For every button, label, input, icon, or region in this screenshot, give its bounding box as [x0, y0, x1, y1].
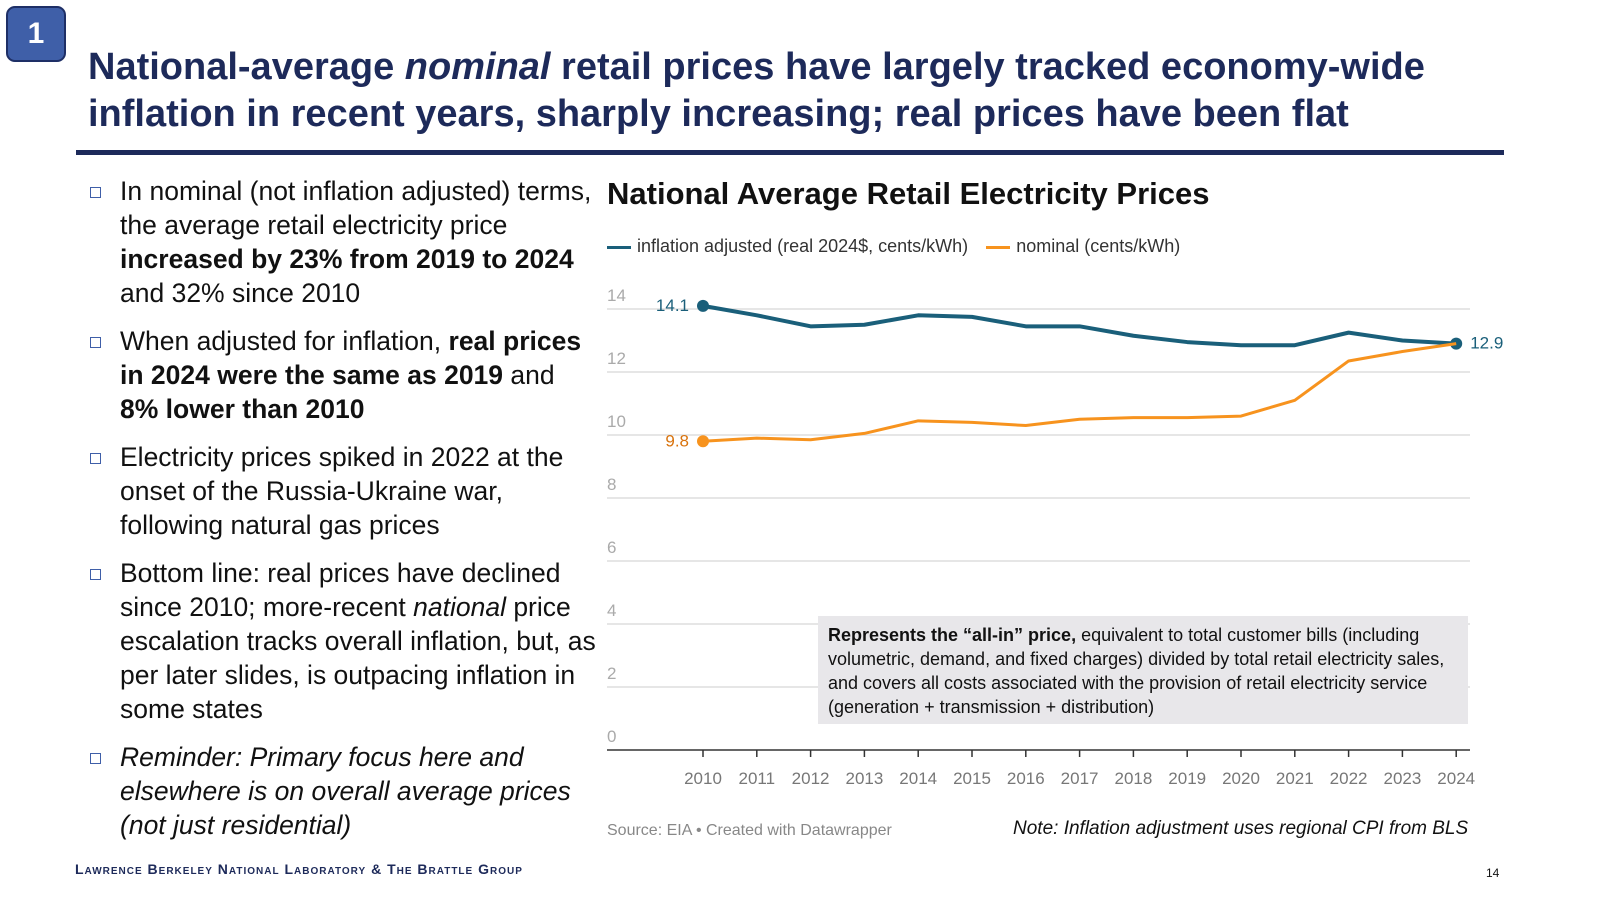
legend-item-real: inflation adjusted (real 2024$, cents/kW… [607, 236, 968, 257]
bullet-list: In nominal (not inflation adjusted) term… [88, 174, 598, 856]
bullet-text-run: Electricity prices spiked in 2022 at the… [120, 442, 564, 540]
bullet-text: When adjusted for inflation, real prices… [120, 324, 598, 426]
x-tick-label: 2015 [953, 769, 991, 788]
square-bullet-icon [90, 753, 101, 764]
bullet-item: Electricity prices spiked in 2022 at the… [88, 440, 598, 542]
title-part: National-average [88, 46, 405, 88]
x-tick-label: 2017 [1061, 769, 1099, 788]
chart-source: Source: EIA • Created with Datawrapper [607, 822, 892, 839]
bullet-text-run: real prices in 2024 were the same as 201… [120, 326, 582, 390]
start-value-label: 9.8 [665, 431, 689, 450]
y-tick-label: 8 [607, 475, 616, 494]
bullet-text-run: increased by 23% from 2019 to 2024 [120, 244, 574, 274]
y-tick-label: 10 [607, 412, 626, 431]
chart-annotation: Represents the “all-in” price, equivalen… [818, 616, 1468, 724]
x-tick-label: 2018 [1114, 769, 1152, 788]
legend-swatch [986, 245, 1011, 249]
bullet-text-run: national [413, 592, 506, 622]
chart-legend: inflation adjusted (real 2024$, cents/kW… [607, 236, 1180, 257]
x-tick-label: 2012 [792, 769, 830, 788]
data-point-start [697, 299, 709, 312]
bullet-text-run: Reminder: Primary focus here and elsewhe… [120, 742, 571, 840]
real-price-line [702, 303, 1457, 348]
slide-number-badge: 1 [6, 6, 66, 62]
x-tick-label: 2021 [1276, 769, 1314, 788]
title-divider [76, 150, 1504, 155]
x-tick-label: 2020 [1222, 769, 1260, 788]
bullet-text-run: and [503, 360, 555, 390]
inflation-note: Note: Inflation adjustment uses regional… [1013, 818, 1469, 839]
start-value-label: 14.1 [656, 296, 689, 315]
bullet-text: Reminder: Primary focus here and elsewhe… [120, 740, 598, 842]
bullet-item: When adjusted for inflation, real prices… [88, 324, 598, 426]
y-tick-label: 14 [607, 286, 626, 305]
end-value-label: 12.9 [1470, 334, 1503, 353]
legend-item-nominal: nominal (cents/kWh) [986, 236, 1180, 257]
square-bullet-icon [90, 569, 101, 580]
bullet-text: In nominal (not inflation adjusted) term… [120, 174, 598, 310]
bullet-text: Bottom line: real prices have declined s… [120, 556, 598, 726]
bullet-text-run: 8% lower than 2010 [120, 394, 365, 424]
legend-label: nominal (cents/kWh) [1016, 236, 1181, 256]
x-tick-label: 2022 [1330, 769, 1368, 788]
square-bullet-icon [90, 453, 101, 464]
bullet-text-run: When adjusted for inflation, [120, 326, 449, 356]
title-part: retail prices have largely tracked econo… [88, 46, 1425, 135]
bullet-item: Reminder: Primary focus here and elsewhe… [88, 740, 598, 842]
y-tick-label: 12 [607, 349, 626, 368]
y-tick-label: 4 [607, 601, 616, 620]
x-tick-label: 2019 [1168, 769, 1206, 788]
y-tick-label: 2 [607, 664, 616, 683]
nominal-price-line [702, 342, 1457, 443]
bullet-text-run: price escalation tracks overall inflatio… [120, 592, 596, 724]
bullet-text-run: Bottom line: real prices have declined s… [120, 558, 561, 622]
bullet-text-run: and 32% since 2010 [120, 278, 361, 308]
square-bullet-icon [90, 337, 101, 348]
annotation-bold: Represents the “all-in” price, [828, 625, 1077, 645]
x-tick-label: 2011 [739, 769, 776, 788]
y-tick-label: 0 [607, 727, 616, 746]
legend-swatch [607, 245, 631, 249]
y-tick-label: 6 [607, 538, 616, 557]
bullet-text: Electricity prices spiked in 2022 at the… [120, 440, 598, 542]
footer: Lawrence Berkeley National Laboratory & … [75, 861, 523, 877]
x-tick-label: 2013 [845, 769, 883, 788]
bullet-text-run: In nominal (not inflation adjusted) term… [120, 176, 592, 240]
legend-label: inflation adjusted (real 2024$, cents/kW… [637, 236, 969, 256]
page-number: 14 [1486, 866, 1500, 880]
bullet-item: In nominal (not inflation adjusted) term… [88, 174, 598, 310]
title-emphasis: nominal [404, 46, 551, 88]
x-tick-label: 2014 [899, 769, 937, 788]
square-bullet-icon [90, 187, 101, 198]
x-tick-label: 2024 [1437, 769, 1475, 788]
slide-title: National-average nominal retail prices h… [88, 44, 1538, 138]
x-tick-label: 2010 [684, 769, 722, 788]
x-tick-label: 2016 [1007, 769, 1045, 788]
bullet-item: Bottom line: real prices have declined s… [88, 556, 598, 726]
data-point-start [697, 435, 709, 448]
chart-title: National Average Retail Electricity Pric… [607, 176, 1210, 211]
annotation-text: equivalent to total customer bills (incl… [828, 625, 1445, 717]
x-tick-label: 2023 [1383, 769, 1421, 788]
